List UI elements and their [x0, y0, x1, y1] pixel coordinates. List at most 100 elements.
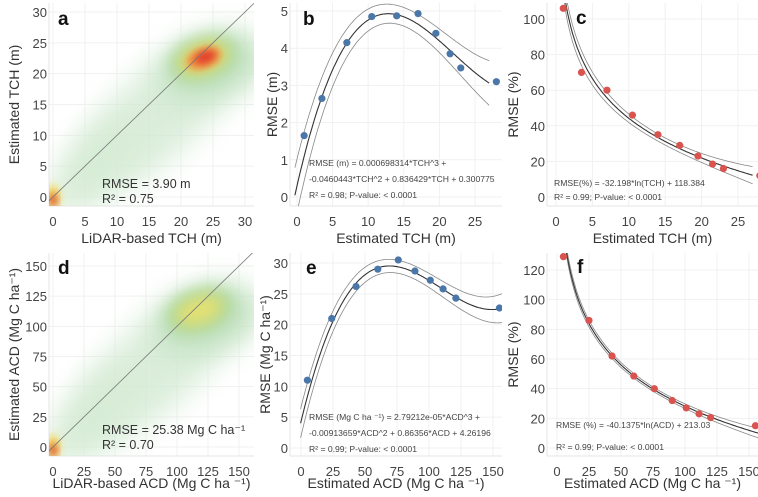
- panel-label: e: [306, 258, 317, 279]
- annotation-text: -0.00913659*ACD^2 + 0.86356*ACD + 4.2619…: [309, 428, 491, 438]
- panel-label: d: [58, 258, 70, 279]
- annotation-text: RMSE (m) = 0.000698314*TCH^3 +: [309, 158, 446, 168]
- data-point: [318, 94, 326, 103]
- panel-label: f: [577, 257, 584, 278]
- confidence-band: [567, 253, 758, 429]
- x-tick-label: 20: [432, 214, 446, 229]
- y-tick-label: 120: [523, 263, 545, 278]
- x-tick-label: 75: [390, 464, 404, 479]
- x-tick-label: 50: [108, 464, 122, 479]
- y-tick-label: 150: [25, 259, 47, 274]
- annotation-text: R² = 0.98; P-value: < 0.0001: [309, 190, 417, 200]
- y-tick-label: 125: [25, 289, 47, 304]
- x-axis-title: Estimated ACD (Mg C ha ⁻¹): [564, 475, 741, 491]
- data-point: [654, 131, 662, 139]
- y-tick-label: 0: [538, 190, 545, 205]
- confidence-band: [300, 272, 502, 438]
- y-tick-label: 0: [40, 190, 47, 205]
- data-point: [492, 78, 500, 86]
- annotation-text: R² = 0.99; P-value: < 0.0001: [309, 444, 417, 454]
- data-point: [577, 68, 586, 76]
- annotation-text: RMSE (Mg C ha ⁻¹) = 2.79212e-05*ACD^3 +: [309, 412, 480, 422]
- x-tick-label: 20: [174, 214, 188, 229]
- confidence-band: [563, 3, 753, 185]
- x-tick-label: 25: [206, 214, 220, 229]
- fit-curve: [294, 13, 490, 196]
- annotation-text: RMSE = 3.90 m: [102, 177, 191, 191]
- x-tick-label: 0: [49, 214, 56, 229]
- y-axis-title: Estimated ACD (Mg C ha⁻¹): [6, 268, 22, 441]
- confidence-band: [300, 259, 502, 409]
- x-tick-label: 50: [614, 464, 628, 479]
- data-point: [426, 276, 434, 284]
- density-core: [174, 294, 225, 327]
- y-tick-label: 15: [33, 98, 47, 113]
- y-tick-label: 25: [274, 287, 288, 302]
- plot-area: [49, 253, 254, 456]
- y-tick-label: 0: [40, 440, 47, 455]
- one-to-one-line: [49, 253, 253, 452]
- annotation-text: RMSE = 25.38 Mg C ha⁻¹: [102, 423, 245, 437]
- y-tick-label: 20: [531, 411, 545, 426]
- x-tick-label: 0: [49, 464, 56, 479]
- x-tick-label: 0: [552, 214, 559, 229]
- y-tick-label: 5: [281, 4, 288, 19]
- data-point: [343, 39, 351, 47]
- x-tick-label: 125: [197, 464, 219, 479]
- y-tick-label: 60: [531, 352, 545, 367]
- data-point: [559, 4, 567, 12]
- y-tick-label: 5: [40, 159, 47, 174]
- confidence-band: [566, 3, 753, 167]
- data-point: [751, 422, 758, 430]
- x-tick-label: 5: [589, 214, 596, 229]
- plot-area: [49, 3, 254, 206]
- y-tick-label: 15: [274, 349, 288, 364]
- x-tick-label: 25: [326, 464, 340, 479]
- x-tick-label: 30: [238, 214, 252, 229]
- data-point: [695, 410, 703, 418]
- fit-curve: [566, 253, 758, 434]
- data-point: [457, 64, 465, 72]
- density-origin: [49, 194, 57, 206]
- data-point: [707, 413, 715, 422]
- density-cloud: [49, 118, 134, 206]
- y-tick-label: 10: [33, 128, 47, 143]
- plot-area: [559, 253, 758, 439]
- x-tick-label: 5: [329, 214, 336, 229]
- x-tick-label: 10: [622, 214, 636, 229]
- y-axis-title: RMSE (m): [264, 72, 280, 137]
- x-axis-title: Estimated ACD (Mg C ha ⁻¹): [308, 475, 485, 491]
- data-point: [495, 304, 502, 312]
- panel-label: b: [303, 9, 315, 30]
- y-tick-label: 30: [274, 256, 288, 271]
- data-point: [559, 253, 568, 261]
- y-axis-title: RMSE (%): [505, 321, 521, 387]
- y-tick-label: 80: [531, 322, 545, 337]
- x-tick-label: 10: [361, 214, 375, 229]
- y-tick-label: 50: [33, 380, 47, 395]
- annotation-text: -0.0460443*TCH^2 + 0.836429*TCH + 0.3007…: [309, 174, 495, 184]
- annotation-text: R² = 0.99; P-value: < 0.0001: [554, 192, 662, 202]
- y-tick-label: 5: [281, 410, 288, 425]
- y-tick-label: 100: [523, 293, 545, 308]
- y-tick-label: 60: [531, 83, 545, 98]
- x-tick-label: 100: [166, 464, 188, 479]
- y-tick-label: 25: [33, 410, 47, 425]
- annotation-text: R² = 0.75: [102, 192, 154, 206]
- fit-curve: [300, 265, 502, 424]
- x-axis-title: LiDAR-based ACD (Mg C ha ⁻¹): [52, 475, 250, 491]
- data-point: [432, 29, 440, 37]
- y-tick-label: 4: [281, 41, 288, 56]
- data-point: [446, 50, 454, 58]
- plot-area: [300, 256, 502, 438]
- x-tick-label: 15: [142, 214, 156, 229]
- data-point: [452, 294, 460, 302]
- x-tick-label: 100: [674, 464, 696, 479]
- annotation-text: R² = 0.99; P-value: < 0.0001: [556, 442, 664, 452]
- x-tick-label: 25: [468, 214, 482, 229]
- y-tick-label: 0: [281, 190, 288, 205]
- data-point: [682, 404, 690, 412]
- confidence-band: [565, 253, 758, 439]
